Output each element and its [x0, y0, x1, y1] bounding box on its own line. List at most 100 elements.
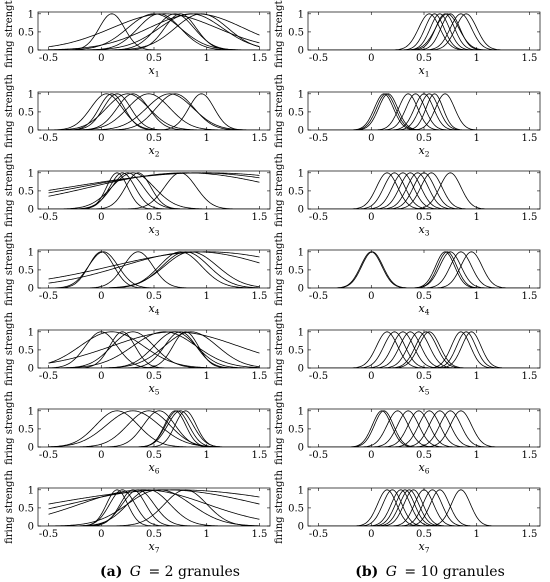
- membership-curve: [318, 93, 530, 130]
- membership-curve: [48, 251, 260, 288]
- y-tick-label: 0: [298, 205, 304, 216]
- membership-curve: [48, 331, 260, 368]
- chart-panel-b4: -0.5 0 0.5 1 1.5 0 0.5 1 firing strength x4: [274, 232, 541, 317]
- x-tick-label: -0.5: [39, 371, 58, 382]
- membership-curve: [48, 93, 260, 130]
- membership-curve: [48, 172, 260, 209]
- x-tick-label: 1.5: [522, 529, 538, 540]
- y-axis-label: firing strength: [274, 312, 285, 386]
- membership-curve: [318, 13, 530, 50]
- x-tick-label: -0.5: [309, 53, 328, 64]
- membership-curve: [48, 13, 260, 48]
- membership-curve: [48, 93, 260, 130]
- membership-curve: [318, 13, 530, 50]
- x-tick-label: 1: [474, 133, 480, 144]
- x-tick-label: -0.5: [39, 529, 58, 540]
- x-axis-label-sub: 2: [155, 150, 160, 159]
- x-tick-label: 0.5: [146, 529, 162, 540]
- y-tick-label: 0: [28, 443, 34, 454]
- x-axis-label-sub: 5: [155, 388, 160, 397]
- membership-curve: [318, 172, 530, 209]
- caption-a-symbol: G: [130, 564, 141, 580]
- x-axis-label: x1: [419, 64, 430, 79]
- x-tick-label: -0.5: [309, 371, 328, 382]
- x-tick-label: 0.5: [416, 529, 432, 540]
- plot-frame: [37, 329, 271, 369]
- membership-curve: [318, 331, 530, 368]
- y-tick-label: 0.5: [288, 186, 304, 197]
- x-axis-label-sub: 4: [155, 308, 160, 317]
- x-tick-label: 0.5: [416, 212, 432, 223]
- membership-curve: [48, 172, 260, 209]
- x-axis-label: x7: [149, 540, 160, 555]
- y-tick-label: 1: [28, 406, 34, 417]
- membership-curve: [48, 489, 260, 526]
- membership-curve: [48, 489, 260, 526]
- y-tick-label: 0: [28, 522, 34, 533]
- x-axis-label: x5: [149, 382, 160, 397]
- y-axis-label: firing strength: [274, 232, 285, 306]
- membership-curve: [318, 172, 530, 209]
- chart-panel-a7: -0.5 0 0.5 1 1.5 0 0.5 1 firing strength x7: [4, 470, 271, 555]
- x-tick-label: 1.5: [252, 133, 268, 144]
- membership-curve: [318, 93, 530, 130]
- x-tick-label: 0.5: [416, 53, 432, 64]
- x-axis-label-var: x: [419, 302, 426, 315]
- x-tick-label: 1.5: [522, 133, 538, 144]
- chart-panel-a3: -0.5 0 0.5 1 1.5 0 0.5 1 firing strength x3: [4, 153, 271, 238]
- membership-curve: [48, 13, 260, 50]
- x-tick-label: 0.5: [416, 133, 432, 144]
- chart-panel-b3: -0.5 0 0.5 1 1.5 0 0.5 1 firing strength x3: [274, 153, 541, 238]
- y-tick-label: 1: [298, 89, 304, 100]
- y-tick-label: 0.5: [288, 265, 304, 276]
- membership-curve: [318, 13, 530, 50]
- membership-curve: [48, 331, 260, 368]
- x-axis-label-sub: 6: [425, 467, 430, 476]
- x-axis-label: x6: [419, 461, 430, 476]
- membership-curve: [48, 251, 260, 280]
- caption-a: (a) G = 2 granules: [100, 564, 240, 580]
- membership-curve: [48, 93, 260, 130]
- membership-curve: [48, 331, 260, 368]
- x-axis-label-sub: 5: [425, 388, 430, 397]
- y-tick-label: 0: [298, 364, 304, 375]
- membership-curve: [48, 13, 260, 50]
- x-tick-label: 1: [474, 212, 480, 223]
- x-tick-label: 1: [474, 53, 480, 64]
- membership-curve: [48, 251, 260, 288]
- membership-curve: [318, 251, 530, 288]
- membership-curve: [318, 410, 530, 447]
- membership-curve: [318, 410, 530, 447]
- y-axis-label: firing strength: [274, 0, 285, 68]
- y-axis-label: firing strength: [274, 74, 285, 148]
- membership-curve: [318, 172, 530, 209]
- x-tick-label: 1: [204, 529, 210, 540]
- y-tick-label: 0.5: [18, 345, 34, 356]
- x-axis-label: x1: [149, 64, 160, 79]
- y-tick-label: 1: [298, 168, 304, 179]
- x-tick-label: 1.5: [252, 291, 268, 302]
- x-axis-label: x7: [419, 540, 430, 555]
- y-tick-label: 0.5: [18, 107, 34, 118]
- membership-curve: [48, 93, 260, 130]
- membership-curve: [48, 489, 260, 526]
- y-tick-label: 0.5: [288, 424, 304, 435]
- chart-panel-a4: -0.5 0 0.5 1 1.5 0 0.5 1 firing strength x4: [4, 232, 271, 317]
- x-tick-label: -0.5: [309, 529, 328, 540]
- membership-curve: [48, 331, 260, 368]
- chart-panel-a2: -0.5 0 0.5 1 1.5 0 0.5 1 firing strength x2: [4, 74, 271, 159]
- y-axis-label: firing strength: [4, 0, 15, 68]
- membership-curve: [318, 331, 530, 368]
- membership-curve: [318, 13, 530, 50]
- x-tick-label: 1.5: [252, 371, 268, 382]
- plot-frame: [37, 249, 271, 289]
- membership-curve: [318, 93, 530, 130]
- y-tick-label: 1: [298, 9, 304, 20]
- chart-panel-b7: -0.5 0 0.5 1 1.5 0 0.5 1 firing strength x7: [274, 470, 541, 555]
- x-axis-label: x3: [419, 223, 430, 238]
- y-tick-label: 1: [28, 89, 34, 100]
- membership-curve: [48, 93, 260, 130]
- y-tick-label: 0: [28, 126, 34, 137]
